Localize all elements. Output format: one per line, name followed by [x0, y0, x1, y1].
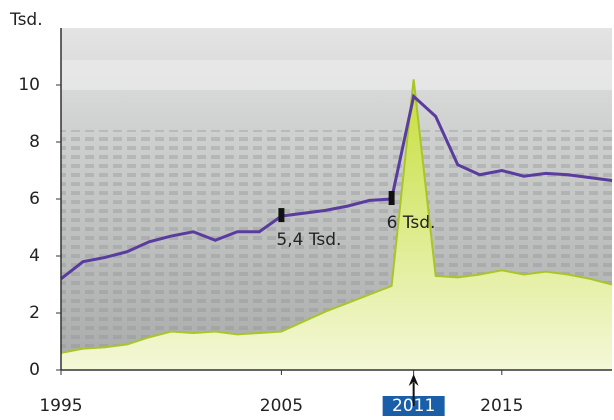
y-tick-label: 4 — [29, 246, 40, 266]
chart: Tsd. 0 2 4 6 8 10 1995 2005 2011 2015 5,4 Tsd. 6 Ts… — [0, 0, 614, 416]
background-photo — [61, 60, 612, 90]
annotation-marker — [278, 208, 284, 222]
y-tick-label: 8 — [29, 132, 40, 152]
x-tick-label: 2015 — [480, 396, 523, 416]
x-tick-label: 2005 — [260, 396, 303, 416]
annotation-label: 5,4 Tsd. — [276, 230, 341, 250]
y-tick-label: 10 — [18, 75, 40, 95]
y-tick-label: 6 — [29, 189, 40, 209]
y-tick-label: 2 — [29, 303, 40, 323]
annotation-marker — [389, 191, 395, 205]
x-tick-label: 1995 — [39, 396, 82, 416]
y-tick-label: 0 — [29, 360, 40, 380]
x-tick-label: 2011 — [392, 396, 435, 416]
y-unit-label: Tsd. — [9, 10, 43, 30]
annotation-label: 6 Tsd. — [387, 213, 436, 233]
